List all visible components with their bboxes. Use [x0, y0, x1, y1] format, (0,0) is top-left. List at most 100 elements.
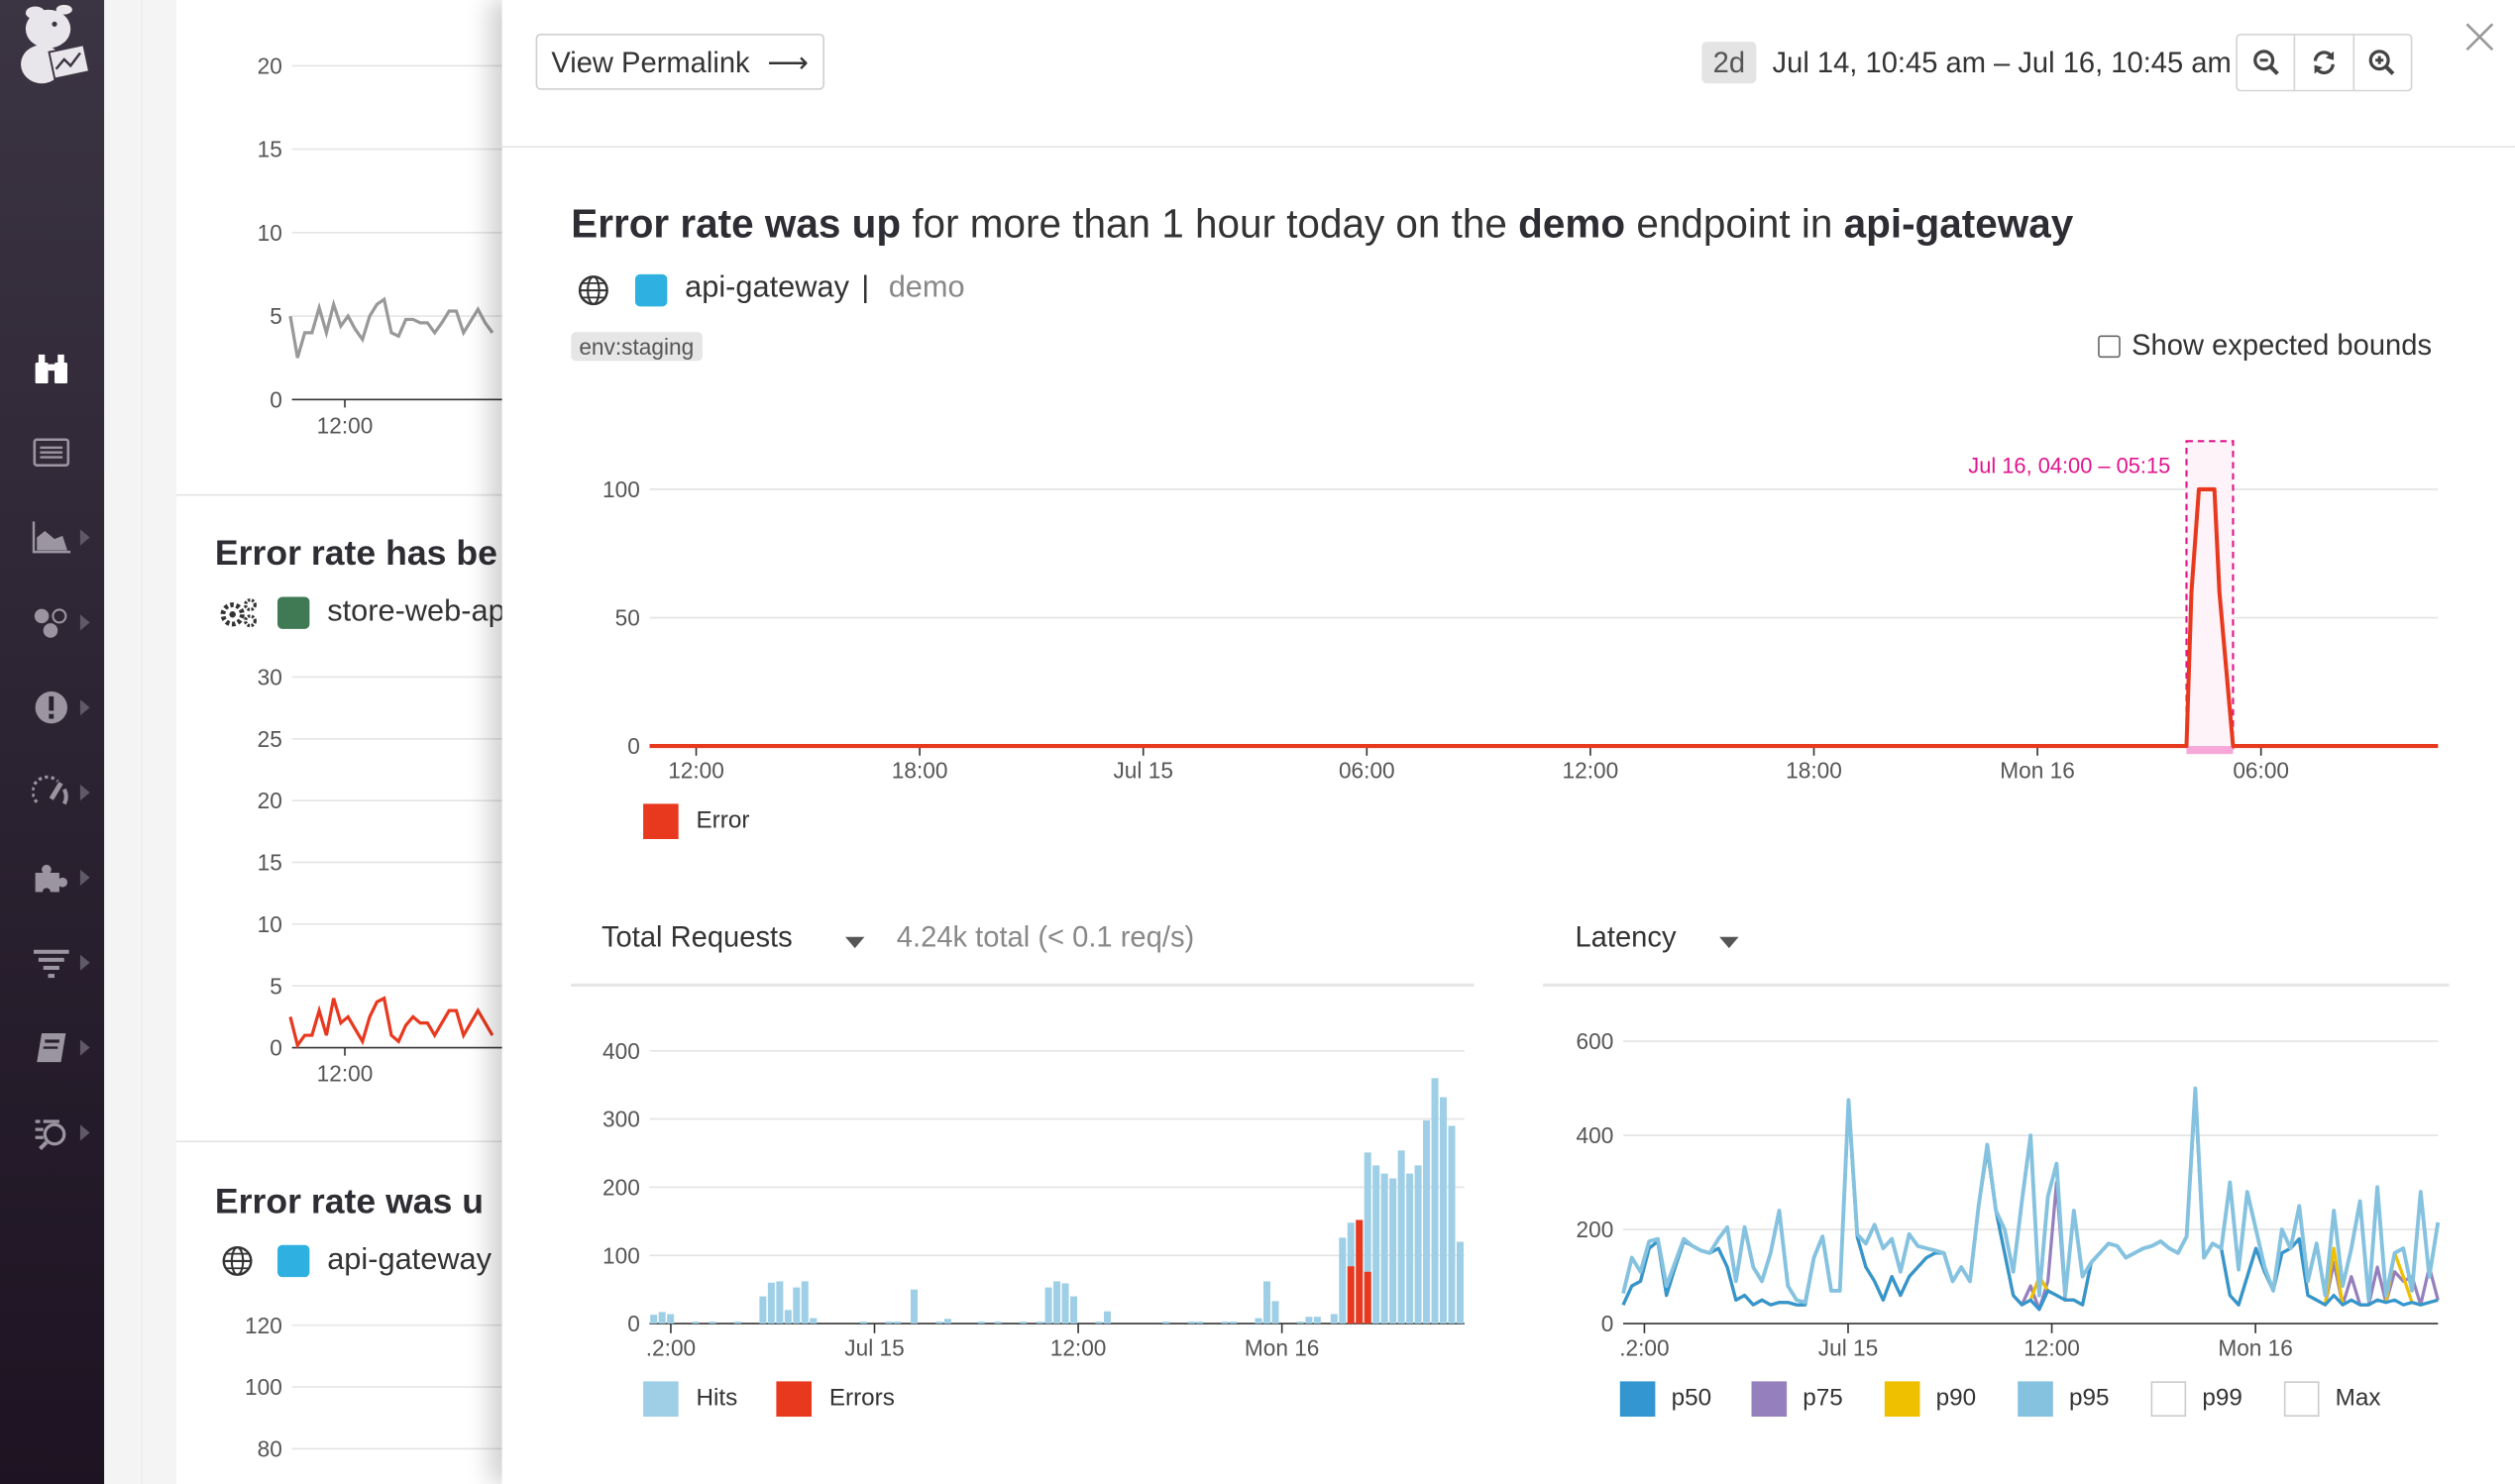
latency-metric-select[interactable]: Latency	[1575, 920, 1677, 953]
service-name[interactable]: api-gateway	[327, 1243, 492, 1278]
service-name[interactable]: api-gateway	[685, 270, 849, 305]
hits-bar	[1372, 1165, 1380, 1325]
hits-bar	[1380, 1173, 1388, 1325]
show-expected-bounds-checkbox[interactable]	[2098, 334, 2121, 358]
hits-bar	[885, 1322, 893, 1325]
zoom-out-button[interactable]	[2238, 35, 2296, 90]
chevron-right-icon[interactable]	[79, 699, 90, 716]
error-series-line	[649, 486, 2439, 749]
chevron-right-icon[interactable]	[79, 1039, 90, 1056]
x-tick-label: Jul 15	[1818, 1334, 1878, 1360]
list-icon[interactable]	[32, 433, 70, 472]
area-chart-icon[interactable]	[32, 518, 71, 557]
chevron-right-icon[interactable]	[79, 784, 90, 801]
hits-bar	[733, 1322, 741, 1325]
hits-bar	[810, 1318, 818, 1325]
legend-label[interactable]: p90	[1935, 1384, 1977, 1413]
x-tick-label: 12:00	[668, 757, 724, 783]
caret-down-icon[interactable]	[845, 936, 865, 949]
time-range-text[interactable]: Jul 14, 10:45 am – Jul 16, 10:45 am	[1772, 46, 2232, 79]
resource-name[interactable]: demo	[888, 270, 965, 305]
hits-bar	[1431, 1078, 1439, 1325]
x-tick-label: Mon 16	[2218, 1334, 2293, 1360]
show-expected-bounds-toggle[interactable]: Show expected bounds	[2098, 329, 2432, 363]
log-search-icon[interactable]	[32, 1113, 70, 1152]
legend-label[interactable]: p50	[1671, 1384, 1712, 1413]
y-tick-label: 120	[245, 1313, 282, 1338]
hits-bar	[860, 1322, 868, 1325]
gauge-icon[interactable]	[32, 774, 70, 812]
legend-label[interactable]: Hits	[696, 1384, 738, 1413]
x-tick-label: 12:00	[317, 412, 374, 438]
hits-bar	[1448, 1125, 1456, 1325]
divider	[1543, 983, 2450, 987]
close-icon[interactable]	[2462, 19, 2498, 54]
hits-bar	[759, 1296, 767, 1325]
legend-label[interactable]: p95	[2068, 1384, 2110, 1413]
hexagons-icon[interactable]	[32, 603, 70, 642]
refresh-icon	[2313, 51, 2335, 74]
background-charts: 0 5 10 15 20 12:00 0 5 10 15 20 25 30 12:00 80 100 120	[245, 53, 513, 1462]
card-title[interactable]: Error rate was u	[214, 1180, 485, 1221]
divider	[176, 493, 513, 496]
x-tick-label: Mon 16	[2000, 757, 2075, 783]
y-tick-label: 30	[258, 665, 282, 690]
chevron-right-icon[interactable]	[79, 869, 90, 886]
y-tick-label: 0	[270, 1035, 282, 1061]
hits-bar	[692, 1322, 700, 1325]
y-tick-label: 400	[602, 1038, 640, 1064]
datadog-logo[interactable]	[16, 3, 90, 86]
chevron-right-icon[interactable]	[79, 529, 90, 546]
title-part: for more than 1 hour today on the	[901, 202, 1519, 248]
hits-bar	[943, 1319, 951, 1325]
caret-down-icon[interactable]	[1719, 936, 1739, 949]
errors-bar	[1347, 1266, 1355, 1325]
series-line	[288, 996, 494, 1049]
y-tick-label: 20	[258, 788, 282, 813]
hits-bar	[1044, 1287, 1052, 1325]
legend-label[interactable]: p99	[2202, 1384, 2242, 1413]
binoculars-icon[interactable]	[32, 350, 70, 388]
view-permalink-button[interactable]: View Permalink ⟶	[535, 34, 824, 90]
legend-label[interactable]: Errors	[828, 1384, 895, 1413]
service-color-swatch	[277, 1244, 310, 1278]
chevron-right-icon[interactable]	[79, 614, 90, 631]
legend-swatch-p75	[1751, 1381, 1788, 1418]
title-part: api-gateway	[1843, 202, 2074, 248]
puzzle-icon[interactable]	[32, 858, 70, 897]
service-name[interactable]: store-web-ap	[327, 594, 505, 629]
errors-bar	[1364, 1271, 1371, 1325]
legend-label[interactable]: Error	[696, 806, 750, 835]
monitor-list	[176, 0, 513, 1484]
chevron-right-icon[interactable]	[79, 1124, 90, 1141]
requests-metric-select[interactable]: Total Requests	[601, 920, 793, 953]
filter-lines-icon[interactable]	[32, 943, 70, 982]
chevron-right-icon[interactable]	[79, 954, 90, 971]
legend-swatch-errors	[776, 1381, 813, 1418]
hits-bar	[1296, 1322, 1304, 1325]
hits-bar	[1339, 1237, 1347, 1325]
refresh-button[interactable]	[2296, 35, 2354, 90]
hits-bar	[1037, 1322, 1044, 1325]
hits-bar	[658, 1312, 666, 1325]
x-tick-label: Jul 15	[1113, 757, 1172, 783]
y-tick-label: 5	[270, 973, 282, 999]
hits-bar	[994, 1322, 1002, 1325]
alert-icon[interactable]	[32, 689, 70, 727]
globe-icon	[222, 1245, 253, 1276]
tag-badge[interactable]: env:staging	[571, 332, 703, 362]
time-range-badge[interactable]: 2d	[1701, 42, 1757, 84]
hits-bar	[1456, 1241, 1464, 1325]
y-tick-label: 100	[602, 477, 640, 502]
hits-bar	[1305, 1317, 1313, 1325]
hits-bar	[1196, 1322, 1204, 1325]
service-color-swatch	[277, 596, 310, 629]
zoom-in-button[interactable]	[2354, 36, 2411, 90]
legend-label[interactable]: Max	[2335, 1384, 2381, 1413]
y-tick-label: 0	[1601, 1311, 1614, 1336]
legend-label[interactable]: p75	[1803, 1384, 1843, 1413]
card-title[interactable]: Error rate has be	[214, 532, 497, 574]
hits-bar	[1221, 1322, 1229, 1325]
notebook-icon[interactable]	[32, 1028, 70, 1067]
hits-bar	[1262, 1281, 1271, 1325]
